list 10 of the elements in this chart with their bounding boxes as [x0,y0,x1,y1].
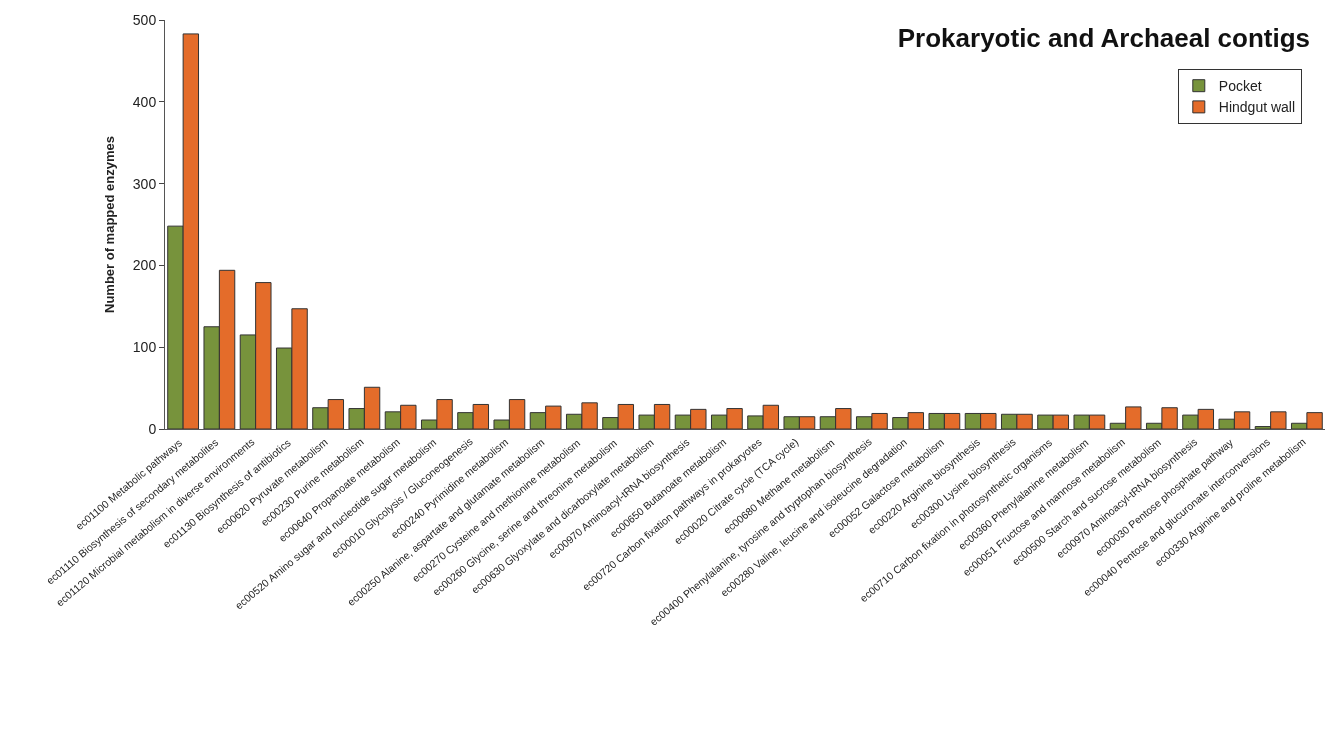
legend-label: Pocket [1218,78,1262,95]
y-tick-label: 400 [132,93,157,110]
legend-label: Hindgut wall [1218,99,1296,116]
y-tick-label: 0 [148,420,157,437]
y-tick-label: 500 [132,11,157,28]
y-tick-label: 300 [132,175,157,192]
y-axis-title: Number of mapped enzymes [101,136,117,313]
chart-title: Prokaryotic and Archaeal contigs [897,23,1311,54]
y-tick-label: 200 [132,257,157,274]
y-tick-label: 100 [132,339,157,356]
